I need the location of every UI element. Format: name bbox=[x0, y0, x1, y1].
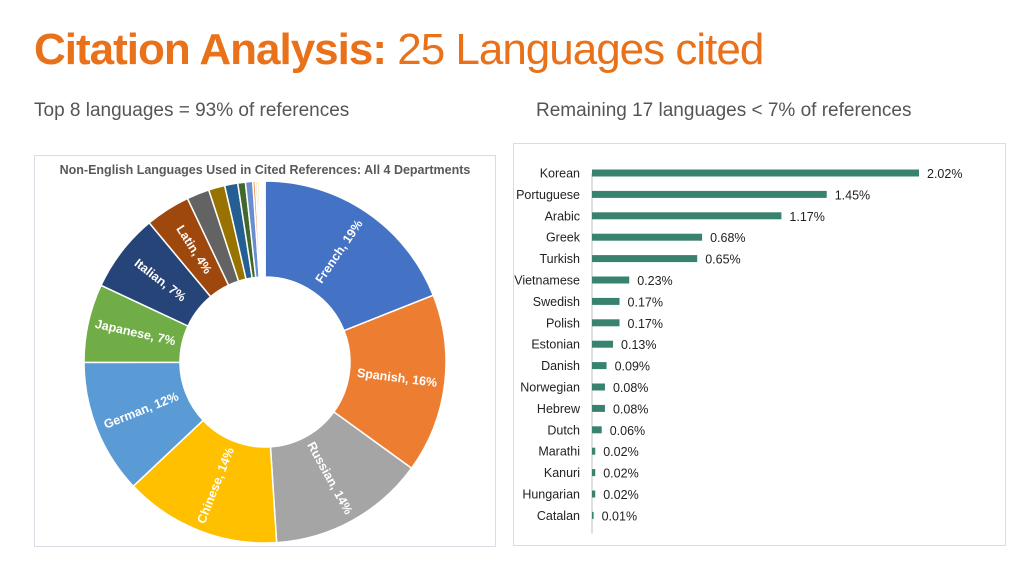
bar-polish bbox=[592, 319, 620, 327]
bar-value-greek: 0.68% bbox=[710, 231, 745, 245]
bar-value-kanuri: 0.02% bbox=[603, 467, 638, 481]
bar-value-dutch: 0.06% bbox=[610, 424, 645, 438]
slide-title: Citation Analysis: 25 Languages cited bbox=[34, 22, 764, 78]
bar-category-arabic: Arabic bbox=[545, 209, 580, 223]
bar-arabic bbox=[592, 212, 782, 220]
bar-category-kanuri: Kanuri bbox=[544, 466, 580, 480]
bar-category-swedish: Swedish bbox=[533, 295, 580, 309]
bar-value-norwegian: 0.08% bbox=[613, 381, 648, 395]
bar-korean bbox=[592, 169, 919, 177]
bar-category-marathi: Marathi bbox=[538, 445, 580, 459]
bar-value-vietnamese: 0.23% bbox=[637, 274, 672, 288]
bar-portuguese bbox=[592, 190, 827, 198]
subtitle-right: Remaining 17 languages < 7% of reference… bbox=[536, 100, 912, 121]
bar-category-vietnamese: Vietnamese bbox=[514, 274, 580, 288]
bar-category-korean: Korean bbox=[540, 167, 580, 181]
bar-category-estonian: Estonian bbox=[531, 338, 580, 352]
bar-value-korean: 2.02% bbox=[927, 167, 962, 181]
bar-category-danish: Danish bbox=[541, 359, 580, 373]
bar-estonian bbox=[592, 340, 614, 348]
bar-dutch bbox=[592, 426, 602, 434]
bar-vietnamese bbox=[592, 276, 630, 284]
bar-greek bbox=[592, 233, 703, 241]
bar-hungarian bbox=[592, 490, 596, 498]
bar-hebrew bbox=[592, 404, 605, 412]
donut-chart-title: Non-English Languages Used in Cited Refe… bbox=[60, 163, 471, 177]
bar-chart-panel: Korean 2.02% Portuguese 1.45% Arabic 1.17% Gre… bbox=[513, 143, 1006, 546]
bar-category-turkish: Turkish bbox=[539, 252, 580, 266]
subtitle-left: Top 8 languages = 93% of references bbox=[34, 100, 350, 121]
slice-french bbox=[264, 180, 435, 332]
bar-turkish bbox=[592, 255, 698, 263]
bar-category-polish: Polish bbox=[546, 316, 580, 330]
bar-value-turkish: 0.65% bbox=[705, 253, 740, 267]
bar-category-catalan: Catalan bbox=[537, 509, 580, 523]
slice-spanish bbox=[332, 294, 447, 470]
bar-danish bbox=[592, 362, 607, 370]
bar-value-catalan: 0.01% bbox=[602, 509, 637, 523]
title-light: 25 Languages cited bbox=[397, 25, 764, 74]
bar-value-hebrew: 0.08% bbox=[613, 402, 648, 416]
bar-marathi bbox=[592, 447, 596, 455]
slice-chinese bbox=[132, 419, 278, 544]
bar-value-polish: 0.17% bbox=[628, 317, 663, 331]
bar-category-norwegian: Norwegian bbox=[520, 381, 580, 395]
bar-category-dutch: Dutch bbox=[547, 423, 580, 437]
bar-category-greek: Greek bbox=[546, 231, 581, 245]
slice-russian bbox=[269, 410, 413, 544]
bar-category-hungarian: Hungarian bbox=[522, 488, 580, 502]
bar-value-portuguese: 1.45% bbox=[835, 188, 870, 202]
bar-category-hebrew: Hebrew bbox=[537, 402, 581, 416]
donut-chart-panel: Non-English Languages Used in Cited Refe… bbox=[34, 155, 496, 547]
bar-value-swedish: 0.17% bbox=[628, 295, 663, 309]
donut-chart: Non-English Languages Used in Cited Refe… bbox=[60, 163, 471, 544]
bar-value-arabic: 1.17% bbox=[789, 210, 824, 224]
bar-value-marathi: 0.02% bbox=[603, 445, 638, 459]
bar-catalan bbox=[592, 511, 594, 519]
bar-value-estonian: 0.13% bbox=[621, 338, 656, 352]
bar-kanuri bbox=[592, 469, 596, 477]
bar-swedish bbox=[592, 297, 620, 305]
bar-norwegian bbox=[592, 383, 605, 391]
bar-value-hungarian: 0.02% bbox=[603, 488, 638, 502]
bar-chart: Korean 2.02% Portuguese 1.45% Arabic 1.17% Gre… bbox=[514, 167, 962, 534]
bar-value-danish: 0.09% bbox=[615, 360, 650, 374]
title-bold: Citation Analysis: bbox=[34, 25, 387, 74]
bar-category-portuguese: Portuguese bbox=[516, 188, 580, 202]
